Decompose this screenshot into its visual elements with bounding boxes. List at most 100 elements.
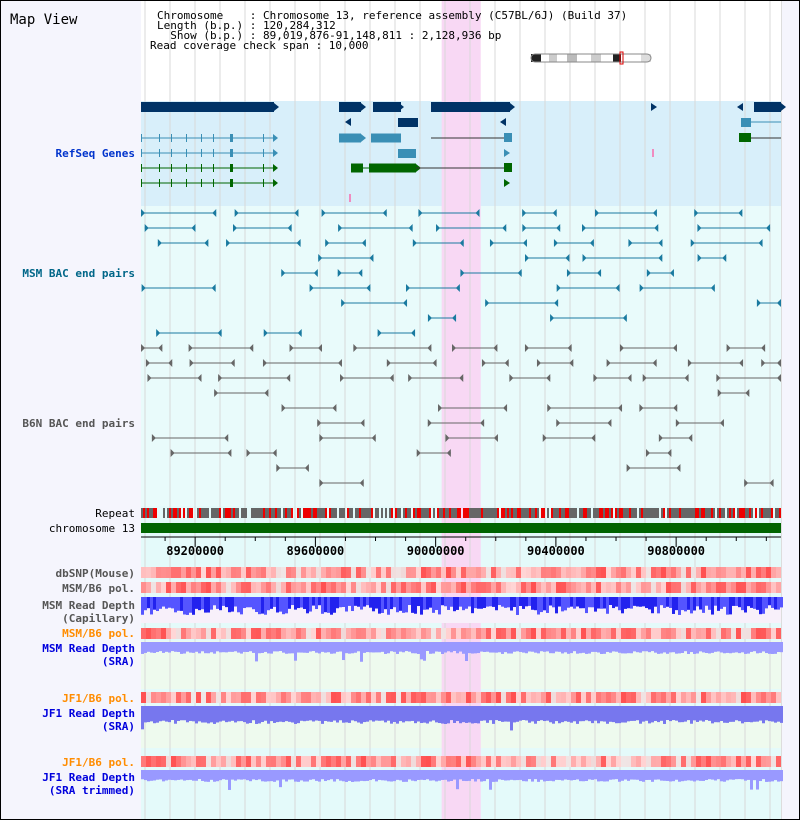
jf1-trim-bar — [756, 770, 759, 790]
jf1-trim-bar — [279, 770, 282, 788]
track-label-msm-pol-2[interactable]: MSM/B6 pol. — [62, 627, 135, 640]
repeat-mark — [649, 508, 651, 518]
depth-cap-bar — [498, 597, 501, 606]
depth-sra-bar — [240, 642, 243, 654]
repeat-mark — [683, 508, 685, 518]
jf1-trim-bar — [351, 770, 354, 782]
msm-pol-cell — [741, 582, 746, 593]
track-label-msm-depth-capillary[interactable]: MSM Read Depth (Capillary) — [42, 599, 135, 625]
jf1-trim-bar — [567, 770, 570, 780]
depth-cap-bar — [489, 597, 492, 607]
repeat-mark — [615, 508, 617, 518]
depth-cap-bar — [177, 597, 180, 611]
gene-exon — [186, 179, 187, 187]
depth-sra-bar — [141, 642, 144, 654]
ideogram-band — [621, 54, 641, 62]
repeat-mark — [641, 508, 643, 518]
repeat-mark — [511, 508, 513, 518]
repeat-mark — [563, 508, 565, 518]
track-label-msm-pol-1[interactable]: MSM/B6 pol. — [62, 582, 135, 595]
jf1-trim-bar — [564, 770, 567, 780]
depth-sra-bar — [438, 642, 441, 652]
jf1-trim-bar — [666, 770, 669, 781]
bac-end — [667, 449, 672, 457]
jf1-trim-bar — [345, 770, 348, 782]
depth-sra-bar — [771, 642, 774, 654]
track-label-msm-bac[interactable]: MSM BAC end pairs — [22, 267, 135, 280]
depth-sra-bar — [453, 642, 456, 652]
track-label-b6n-bac[interactable]: B6N BAC end pairs — [22, 417, 135, 430]
depth-cap-bar — [774, 597, 777, 610]
depth-cap-bar — [204, 597, 207, 613]
depth-cap-bar — [216, 597, 219, 609]
jf1-depth-bar — [396, 706, 399, 724]
depth-cap-bar — [717, 597, 720, 611]
track-label-msm-depth-sra[interactable]: MSM Read Depth (SRA) — [42, 642, 135, 668]
jf1-trim-bar — [162, 770, 165, 782]
depth-cap-bar — [174, 597, 177, 613]
msm-pol-cell — [291, 582, 296, 593]
depth-sra-bar — [576, 642, 579, 654]
scrollbar[interactable] — [781, 1, 799, 819]
msm-pol-cell — [341, 628, 346, 639]
depth-cap-bar — [282, 597, 285, 615]
repeat-mark — [473, 508, 475, 518]
jf1-pol-cell — [586, 692, 591, 703]
jf1-pol-cell — [171, 692, 176, 703]
bac-end — [217, 329, 222, 337]
msm-pol-cell — [681, 582, 686, 593]
depth-sra-bar — [249, 642, 252, 652]
jf1-pol-cell — [176, 756, 181, 767]
jf1-trim-bar — [429, 770, 432, 781]
depth-cap-bar — [609, 597, 612, 606]
track-label-jf1-pol-1[interactable]: JF1/B6 pol. — [62, 692, 135, 705]
depth-sra-bar — [495, 642, 498, 653]
track-label-jf1-pol-2[interactable]: JF1/B6 pol. — [62, 756, 135, 769]
jf1-depth-bar — [309, 706, 312, 721]
msm-pol-cell — [676, 628, 681, 639]
track-label-dbsnp[interactable]: dbSNP(Mouse) — [55, 567, 135, 580]
msm-pol-cell — [186, 582, 191, 593]
dbsnp-cell — [536, 567, 541, 578]
gene-exon — [230, 164, 233, 172]
depth-sra-bar — [483, 642, 486, 653]
jf1-trim-bar — [432, 770, 435, 781]
jf1-depth-bar — [504, 706, 507, 722]
repeat-mark — [697, 508, 699, 518]
msm-pol-cell — [321, 628, 326, 639]
repeat-mark — [311, 508, 313, 518]
jf1-pol-cell — [606, 756, 611, 767]
depth-cap-bar — [474, 597, 477, 609]
track-label-jf1-depth-trimmed[interactable]: JF1 Read Depth (SRA trimmed) — [42, 771, 135, 797]
depth-sra-bar — [756, 642, 759, 654]
depth-cap-bar — [144, 597, 147, 611]
jf1-trim-bar — [387, 770, 390, 782]
track-label-jf1-depth-sra[interactable]: JF1 Read Depth (SRA) — [42, 707, 135, 733]
msm-pol-cell — [156, 628, 161, 639]
jf1-trim-bar — [174, 770, 177, 781]
depth-sra-bar — [468, 642, 471, 654]
dbsnp-cell — [701, 567, 706, 578]
jf1-depth-bar — [615, 706, 618, 724]
repeat-mark — [575, 508, 577, 518]
track-label-refseq[interactable]: RefSeq Genes — [55, 147, 135, 160]
depth-cap-bar — [696, 597, 699, 607]
msm-pol-cell — [531, 582, 536, 593]
depth-sra-bar — [507, 642, 510, 654]
bac-end — [628, 239, 633, 247]
jf1-trim-bar — [483, 770, 486, 782]
jf1-depth-bar — [351, 706, 354, 721]
depth-cap-bar — [741, 597, 744, 611]
bac-end — [353, 344, 358, 352]
jf1-depth-bar — [423, 706, 426, 723]
jf1-trim-bar — [291, 770, 294, 780]
msm-pol-cell — [771, 582, 776, 593]
gene-arrow — [361, 134, 366, 142]
jf1-trim-bar — [741, 770, 744, 780]
repeat-mark — [305, 508, 307, 518]
depth-sra-bar — [501, 642, 504, 654]
jf1-trim-bar — [396, 770, 399, 780]
jf1-pol-cell — [261, 692, 266, 703]
